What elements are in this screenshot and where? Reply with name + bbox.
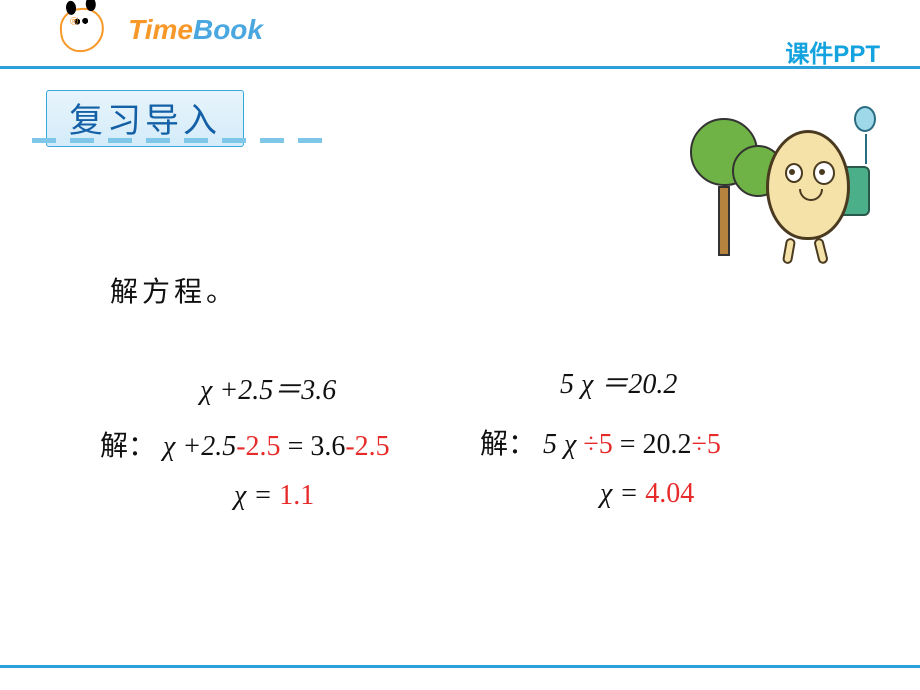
logo-text-time: Time [128, 14, 193, 46]
problem-prompt: 解方程。 [110, 270, 238, 310]
slide-label: 课件PPT [785, 34, 880, 69]
potato-hiker-illustration [680, 110, 880, 270]
eq2-step: 解： 5 χ ÷5 = 20.2÷5 [480, 422, 721, 462]
dash-underline [32, 138, 322, 143]
logo-text: TimeBook [128, 14, 263, 46]
eq1-given: χ +2.5＝3.6 [200, 368, 336, 408]
tree-icon [690, 118, 758, 256]
balloon-icon [854, 106, 876, 132]
eq1-step: 解： χ +2.5-2.5 = 3.6-2.5 [100, 424, 390, 464]
eq2-result: χ = 4.04 [600, 478, 694, 510]
timebook-mascot-icon [58, 6, 106, 54]
potato-character-icon [766, 130, 850, 240]
logo: ® TimeBook [60, 8, 263, 52]
top-divider [0, 66, 920, 69]
header: ® TimeBook 课件PPT [0, 0, 920, 68]
solution-label: 解： [100, 431, 156, 462]
solution-label: 解： [480, 429, 536, 460]
logo-text-book: Book [193, 14, 263, 46]
eq1-result: χ = 1.1 [234, 480, 314, 512]
reg-mark: ® [70, 16, 78, 28]
bottom-divider [0, 665, 920, 668]
eq2-given: 5 χ ＝20.2 [560, 362, 677, 402]
